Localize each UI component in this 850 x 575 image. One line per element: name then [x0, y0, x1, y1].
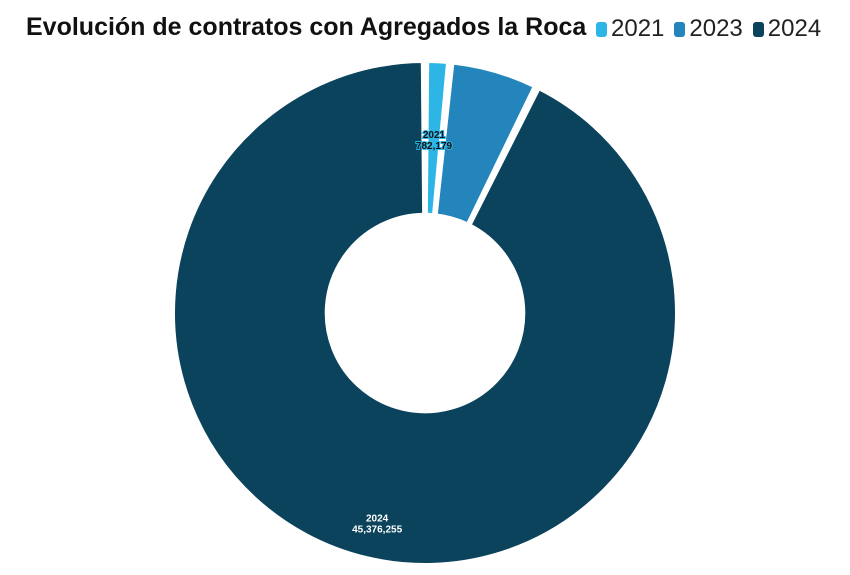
slice-2024[interactable]: [171, 59, 679, 567]
legend-label-2021: 2021: [611, 15, 665, 42]
chart-legend: 2021 2023 2024: [596, 15, 821, 43]
legend-item-2023[interactable]: 2023: [674, 15, 743, 43]
slice-2023[interactable]: [433, 60, 537, 227]
legend-swatch-2023: [674, 21, 686, 37]
legend-item-2024[interactable]: 2024: [752, 15, 822, 43]
chart-title: Evolución de contratos con Agregados la …: [26, 13, 587, 41]
legend-swatch-2024: [752, 21, 764, 37]
legend-swatch-2021: [596, 21, 607, 37]
legend-item-2021[interactable]: 2021: [596, 15, 664, 43]
chart-header: Evolución de contratos con Agregados la …: [0, 0, 850, 60]
slice-label-value-2021: 782,179: [416, 141, 453, 152]
slice-label-value-2024: 45,376,255: [352, 525, 402, 536]
legend-label-2024: 2024: [767, 15, 822, 42]
slice-label-year-2021: 2021: [423, 130, 446, 141]
legend-label-2023: 2023: [689, 15, 743, 42]
slice-label-year-2024: 2024: [366, 514, 389, 525]
